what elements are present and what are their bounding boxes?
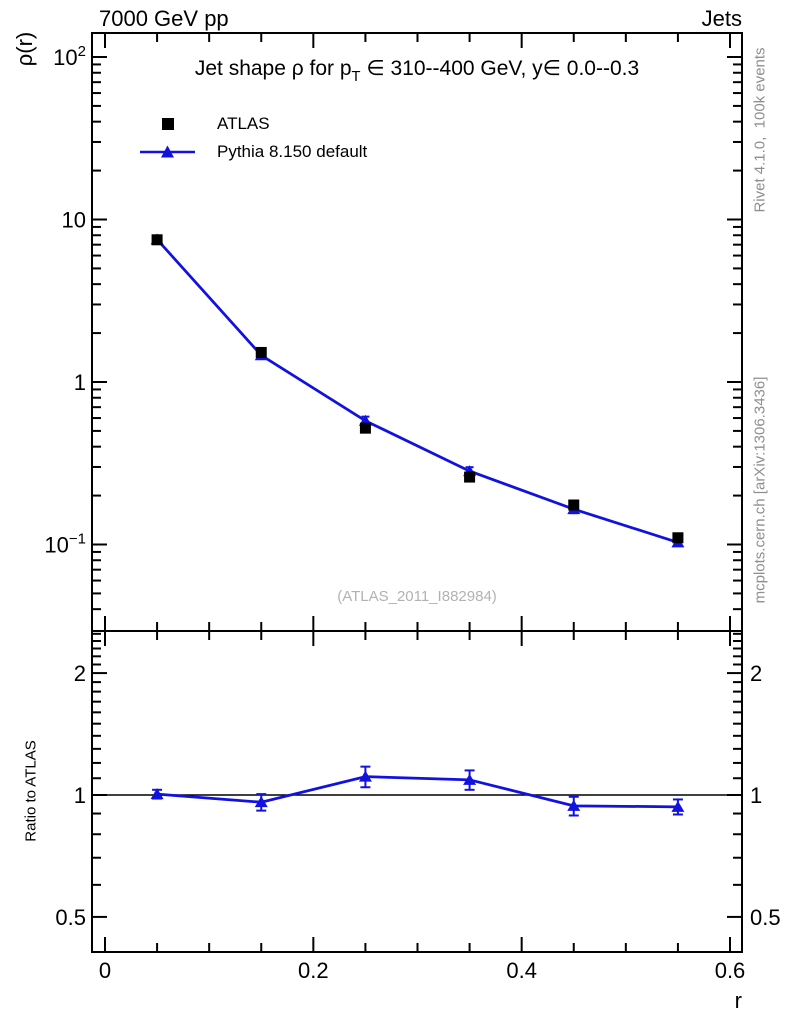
generator-version-note: Rivet 4.1.0, 100k events — [751, 47, 769, 213]
y-axis-title: ρ(r) — [12, 31, 37, 67]
legend-label-atlas: ATLAS — [217, 114, 270, 133]
svg-text:1: 1 — [750, 783, 762, 808]
legend-item-atlas: ATLAS — [140, 112, 270, 136]
svg-text:0.5: 0.5 — [750, 905, 781, 930]
svg-text:0: 0 — [99, 958, 111, 983]
plot-title-prefix: Jet shape ρ for p — [194, 57, 352, 80]
svg-text:2: 2 — [74, 661, 86, 686]
main-y-ticks — [93, 56, 741, 611]
svg-text:0.2: 0.2 — [298, 958, 329, 983]
series-atlas — [151, 234, 684, 544]
svg-text:1: 1 — [74, 370, 86, 395]
pythia-triangle-line-marker-icon — [140, 144, 195, 160]
svg-text:2: 2 — [750, 661, 762, 686]
plot-title: Jet shape ρ for pT ∈ 310--400 GeV, y∈ 0.… — [92, 56, 742, 85]
svg-text:1: 1 — [74, 783, 86, 808]
series-pythia — [150, 233, 685, 548]
header-analysis-group: Jets — [701, 6, 742, 31]
ratio-series — [150, 765, 685, 817]
plot-title-subscript: T — [351, 68, 361, 85]
ratio-y-ticks — [93, 632, 741, 918]
x-axis-ticks — [104, 34, 731, 951]
analysis-id-watermark: (ATLAS_2011_I882984) — [337, 588, 497, 605]
ratio-axis-title: Ratio to ATLAS — [22, 740, 40, 842]
header-beam-energy: 7000 GeV pp — [99, 6, 229, 31]
svg-text:10−1: 10−1 — [44, 531, 86, 558]
svg-text:0.5: 0.5 — [55, 905, 86, 930]
legend-label-pythia: Pythia 8.150 default — [217, 142, 368, 161]
mcplots-reference-note: mcplots.cern.ch [arXiv:1306.3436] — [751, 376, 769, 604]
svg-text:10: 10 — [62, 208, 86, 233]
svg-text:0.6: 0.6 — [715, 958, 746, 983]
plot-title-suffix: ∈ 310--400 GeV, y∈ 0.0--0.3 — [360, 57, 640, 80]
x-axis-title: r — [734, 988, 742, 1013]
legend-item-pythia: Pythia 8.150 default — [140, 140, 367, 164]
svg-text:0.4: 0.4 — [506, 958, 537, 983]
svg-text:102: 102 — [53, 43, 86, 70]
panel-frames — [91, 32, 743, 953]
axis-tick-labels: 0 0.2 0.4 0.6 102 10 1 10−1 2 2 1 1 0.5 0.5 — [44, 43, 780, 983]
atlas-square-marker-icon — [140, 116, 195, 132]
